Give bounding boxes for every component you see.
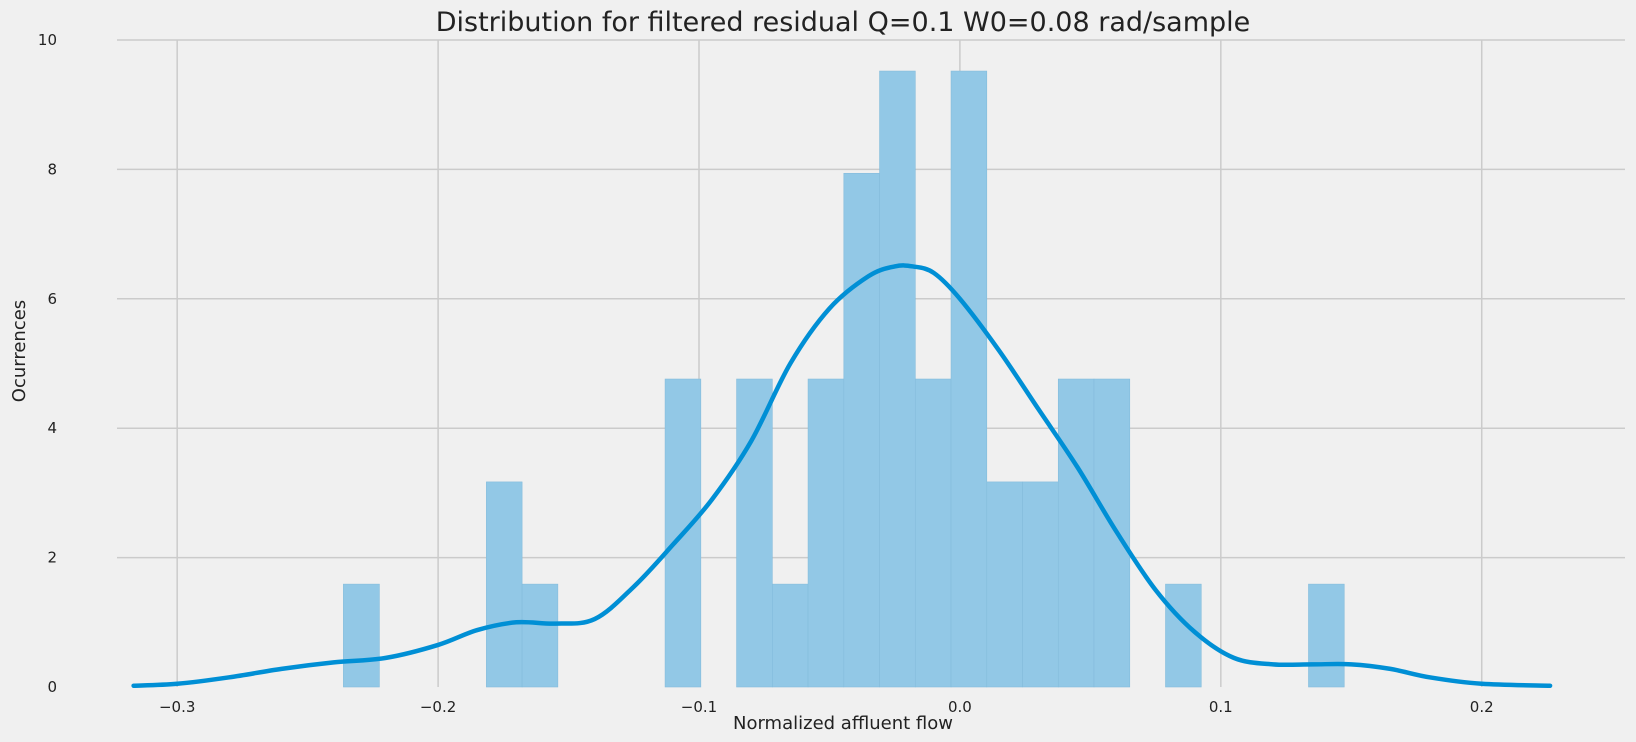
histogram-bar <box>486 481 523 688</box>
histogram-bars <box>343 70 1345 688</box>
histogram-bar <box>1165 583 1202 688</box>
kde-line <box>131 263 1553 688</box>
x-tick-label: 0.1 <box>1209 698 1233 716</box>
histogram-bar <box>986 481 1023 688</box>
histogram-bar <box>807 378 845 688</box>
y-tick-label: 10 <box>38 31 57 49</box>
y-tick-label: 0 <box>47 678 57 696</box>
chart-title: Distribution for filtered residual Q=0.1… <box>436 7 1251 38</box>
x-tick-label: 0.2 <box>1470 698 1494 716</box>
grid-lines <box>117 39 1625 687</box>
x-tick-label: 0.0 <box>948 698 972 716</box>
x-tick-label: −0.1 <box>681 698 717 716</box>
x-tick-labels: −0.3 −0.2 −0.1 0.0 0.1 0.2 <box>159 698 1494 716</box>
y-tick-label: 8 <box>47 160 57 178</box>
y-tick-label: 4 <box>47 419 57 437</box>
y-tick-label: 2 <box>47 549 57 567</box>
y-axis-label: Ocurrences <box>9 300 30 402</box>
histogram-bar <box>879 70 916 688</box>
histogram-bar <box>343 583 380 688</box>
x-axis-label: Normalized affluent flow <box>733 713 953 734</box>
x-tick-label: −0.3 <box>159 698 195 716</box>
histogram-bar <box>1093 378 1131 688</box>
histogram-bar <box>1308 583 1345 688</box>
y-tick-labels: 0 2 4 6 8 10 <box>38 31 57 696</box>
histogram-bar <box>1022 481 1059 688</box>
x-tick-label: −0.2 <box>420 698 456 716</box>
kde-curve <box>131 263 1553 688</box>
histogram-bar <box>772 583 809 688</box>
histogram-bar <box>843 172 880 688</box>
histogram-bar <box>950 70 988 688</box>
histogram-bar <box>521 583 559 688</box>
y-tick-label: 6 <box>47 290 57 308</box>
histogram-bar <box>736 378 773 688</box>
histogram-bar <box>914 378 952 688</box>
histogram-bar <box>1057 378 1095 688</box>
